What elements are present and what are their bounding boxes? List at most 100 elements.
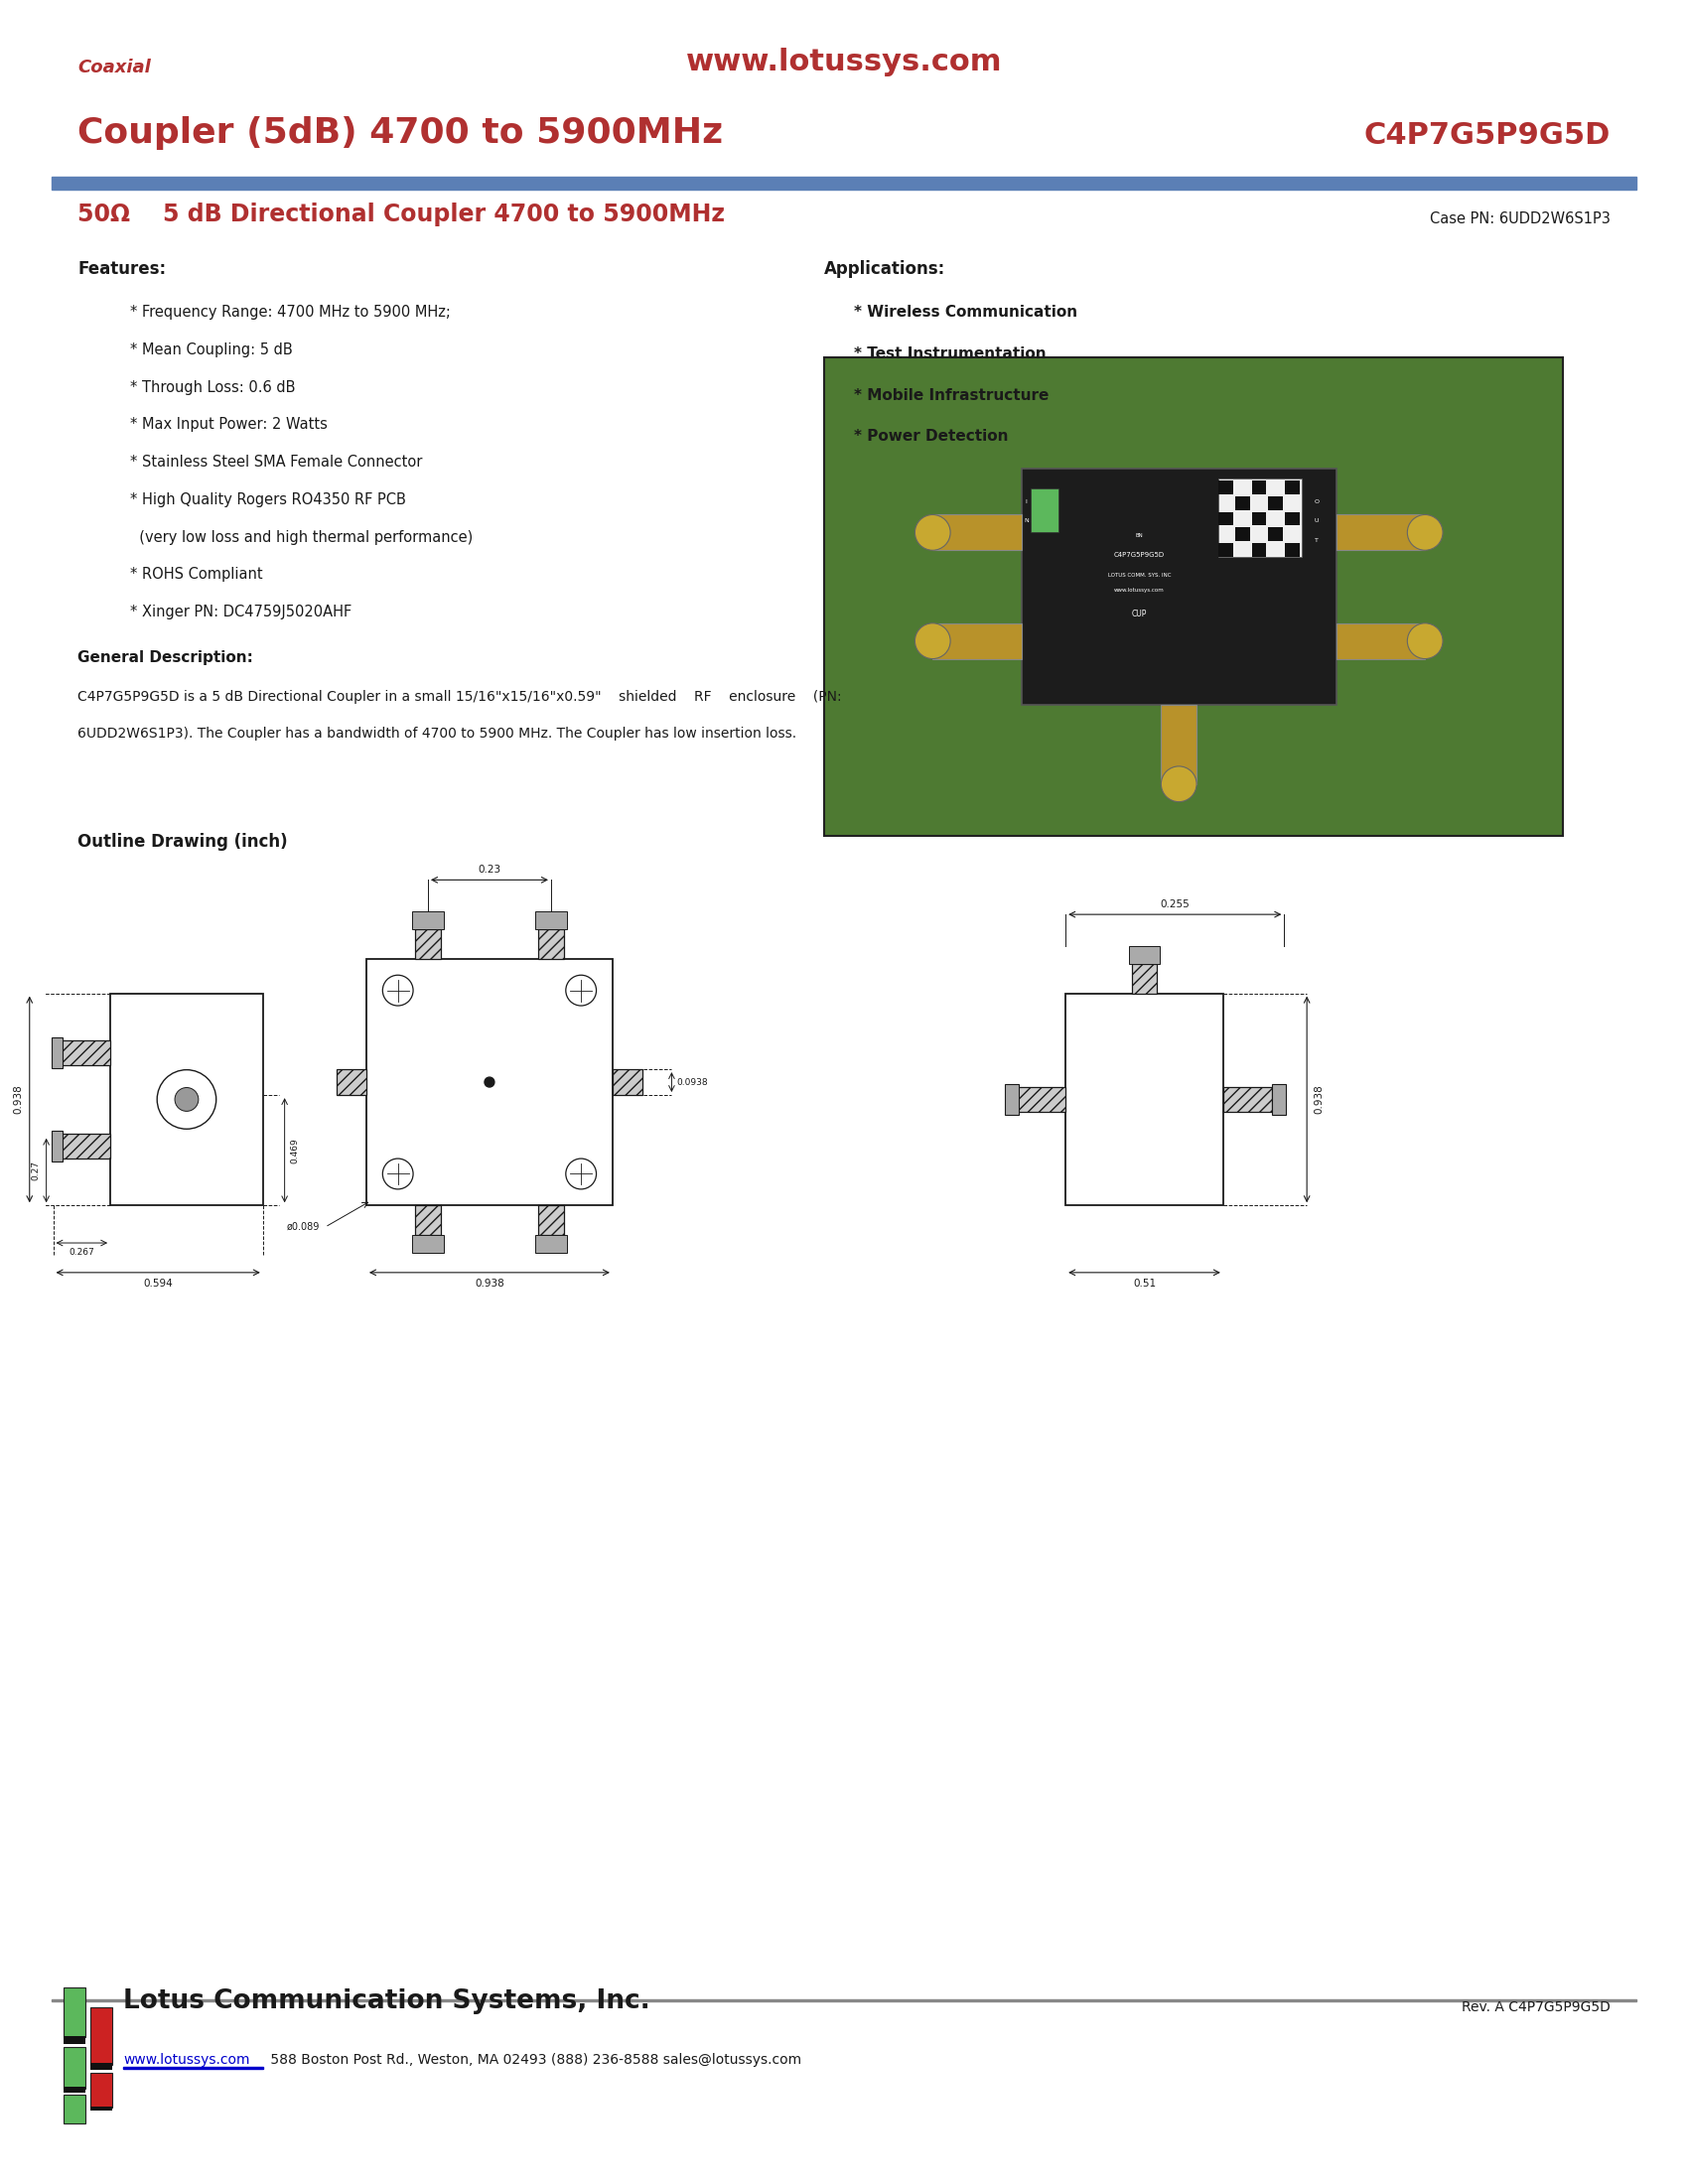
Bar [1273, 1083, 1286, 1116]
Bar [91, 2007, 113, 2064]
Circle shape [1408, 622, 1443, 660]
Text: C4P7G5P9G5D: C4P7G5P9G5D [1114, 553, 1165, 559]
Bar [535, 911, 567, 928]
Bar [538, 1206, 564, 1234]
Bar [110, 994, 263, 1206]
Text: N: N [1025, 518, 1028, 524]
Bar [1252, 511, 1266, 526]
Bar [1129, 946, 1160, 963]
Text: BN: BN [1136, 533, 1143, 539]
Bar [535, 1234, 567, 1254]
Bar [51, 177, 1637, 190]
Text: * High Quality Rogers RO4350 RF PCB: * High Quality Rogers RO4350 RF PCB [130, 491, 405, 507]
Bar [1285, 480, 1300, 494]
Text: 0.0938: 0.0938 [677, 1077, 707, 1088]
Bar [51, 1131, 62, 1162]
Bar [1224, 1088, 1273, 1112]
Text: * Mobile Infrastructure: * Mobile Infrastructure [854, 389, 1048, 402]
Bar [412, 1234, 444, 1254]
Circle shape [915, 515, 950, 550]
Bar [366, 959, 613, 1206]
Circle shape [1161, 767, 1197, 802]
Bar [1285, 511, 1300, 526]
Text: 0.27: 0.27 [32, 1160, 41, 1179]
Bar [1031, 487, 1058, 533]
Bar [64, 2046, 86, 2088]
Bar [51, 1998, 1637, 2001]
Text: www.lotussys.com: www.lotussys.com [1114, 587, 1165, 592]
Bar [538, 928, 564, 959]
Text: www.lotussys.com: www.lotussys.com [123, 2053, 250, 2066]
Bar [1219, 511, 1232, 526]
Bar [1236, 529, 1249, 542]
Bar [51, 1037, 62, 1068]
Bar [1131, 963, 1158, 994]
Circle shape [176, 1088, 199, 1112]
Bar [1219, 478, 1301, 557]
Circle shape [484, 1077, 495, 1088]
Bar [1021, 467, 1337, 705]
Text: Outline Drawing (inch): Outline Drawing (inch) [78, 832, 289, 850]
Bar [613, 1070, 641, 1094]
Text: * Test Instrumentation: * Test Instrumentation [854, 347, 1047, 360]
Text: 0.51: 0.51 [1133, 1278, 1156, 1289]
Bar [91, 2105, 113, 2112]
Text: I: I [1025, 498, 1026, 505]
Bar [1252, 480, 1266, 494]
Text: (very low loss and high thermal performance): (very low loss and high thermal performa… [130, 531, 473, 544]
Circle shape [915, 622, 950, 660]
Bar [1219, 544, 1232, 557]
Text: Lotus Communication Systems, Inc.: Lotus Communication Systems, Inc. [123, 1987, 650, 2014]
Bar [64, 2094, 86, 2123]
Text: * ROHS Compliant: * ROHS Compliant [130, 568, 263, 583]
Bar [61, 1040, 110, 1066]
Bar [412, 911, 444, 928]
Text: Coaxial: Coaxial [78, 59, 150, 76]
Text: 0.23: 0.23 [478, 865, 501, 876]
Text: 6UDD2W6S1P3). The Coupler has a bandwidth of 4700 to 5900 MHz. The Coupler has l: 6UDD2W6S1P3). The Coupler has a bandwidt… [78, 727, 797, 740]
Bar [91, 2062, 113, 2070]
Text: Rev. A C4P7G5P9G5D: Rev. A C4P7G5P9G5D [1462, 2001, 1610, 2014]
Bar [64, 1987, 86, 2038]
Bar [1236, 496, 1249, 509]
Bar [1337, 622, 1425, 660]
Text: 0.255: 0.255 [1160, 900, 1190, 909]
Text: T: T [1315, 539, 1318, 544]
Text: Features:: Features: [78, 260, 167, 277]
Bar [91, 2073, 113, 2108]
Text: 588 Boston Post Rd., Weston, MA 02493 (888) 236-8588 sales@lotussys.com: 588 Boston Post Rd., Weston, MA 02493 (8… [267, 2053, 802, 2066]
Text: ø0.089: ø0.089 [287, 1223, 321, 1232]
Text: * Xinger PN: DC4759J5020AHF: * Xinger PN: DC4759J5020AHF [130, 605, 351, 620]
Bar [1268, 529, 1283, 542]
Text: U: U [1315, 518, 1318, 524]
Bar [1285, 544, 1300, 557]
Bar [1337, 515, 1425, 550]
Text: C4P7G5P9G5D: C4P7G5P9G5D [1364, 120, 1610, 151]
Text: LOTUS COMM. SYS. INC: LOTUS COMM. SYS. INC [1107, 572, 1171, 579]
Text: 0.938: 0.938 [474, 1278, 505, 1289]
Bar [64, 2086, 86, 2092]
Text: 0.267: 0.267 [69, 1247, 95, 1256]
Text: * Stainless Steel SMA Female Connector: * Stainless Steel SMA Female Connector [130, 454, 422, 470]
Text: * Through Loss: 0.6 dB: * Through Loss: 0.6 dB [130, 380, 295, 395]
Bar [338, 1070, 366, 1094]
Bar [1252, 544, 1266, 557]
Text: 0.938: 0.938 [14, 1085, 24, 1114]
Bar [1016, 1088, 1065, 1112]
Bar [824, 358, 1563, 836]
Text: C4P7G5P9G5D is a 5 dB Directional Coupler in a small 15/16"x15/16"x0.59"    shie: C4P7G5P9G5D is a 5 dB Directional Couple… [78, 690, 842, 703]
Bar [61, 1133, 110, 1160]
Text: General Description:: General Description: [78, 651, 253, 664]
Bar [1004, 1083, 1018, 1116]
Bar [1219, 480, 1232, 494]
Bar [1161, 705, 1197, 784]
Bar [933, 515, 1021, 550]
Text: * Max Input Power: 2 Watts: * Max Input Power: 2 Watts [130, 417, 327, 432]
Text: * Mean Coupling: 5 dB: * Mean Coupling: 5 dB [130, 343, 292, 358]
Bar [933, 622, 1021, 660]
Text: 50Ω    5 dB Directional Coupler 4700 to 5900MHz: 50Ω 5 dB Directional Coupler 4700 to 590… [78, 203, 726, 225]
Text: 0.594: 0.594 [143, 1278, 172, 1289]
Text: Applications:: Applications: [824, 260, 945, 277]
Text: * Wireless Communication: * Wireless Communication [854, 306, 1077, 319]
Bar [415, 1206, 441, 1234]
